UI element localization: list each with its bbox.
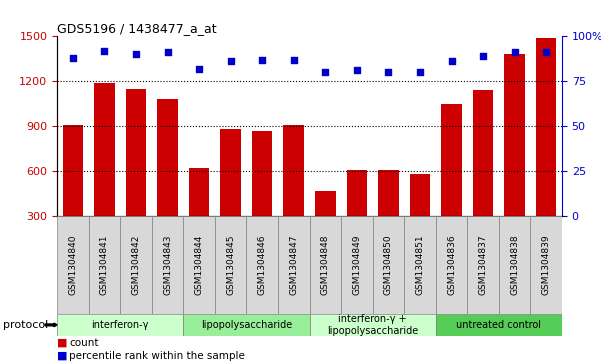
Bar (315, 191, 335, 216)
Text: count: count (69, 338, 99, 348)
Bar (252, 131, 272, 216)
Text: GSM1304838: GSM1304838 (510, 234, 519, 295)
Bar (157, 99, 178, 216)
Text: GSM1304843: GSM1304843 (163, 235, 172, 295)
Point (226, 58, 236, 64)
Bar (341, 216, 373, 314)
Point (320, 69, 330, 75)
Bar (378, 170, 398, 216)
Point (257, 57, 267, 62)
Point (131, 52, 141, 57)
Bar (310, 216, 341, 314)
Text: untreated control: untreated control (456, 320, 542, 330)
Point (415, 69, 425, 75)
Bar (151, 216, 183, 314)
Text: GSM1304846: GSM1304846 (258, 235, 267, 295)
Bar (126, 89, 146, 216)
Bar (94, 83, 115, 216)
Bar (436, 216, 468, 314)
Bar (441, 104, 462, 216)
Text: GDS5196 / 1438477_a_at: GDS5196 / 1438477_a_at (57, 22, 217, 35)
Bar (536, 38, 557, 216)
Bar (63, 125, 83, 216)
Point (194, 66, 204, 72)
Point (352, 68, 362, 73)
Bar (57, 216, 89, 314)
Text: GSM1304840: GSM1304840 (69, 235, 78, 295)
Text: ■: ■ (57, 338, 67, 348)
Point (383, 69, 393, 75)
Bar (278, 216, 310, 314)
Point (289, 57, 299, 62)
Text: percentile rank within the sample: percentile rank within the sample (69, 351, 245, 361)
Bar (183, 216, 215, 314)
Text: GSM1304839: GSM1304839 (542, 234, 551, 295)
Point (447, 58, 456, 64)
Text: GSM1304836: GSM1304836 (447, 234, 456, 295)
Point (163, 50, 172, 56)
Bar (120, 216, 151, 314)
Text: lipopolysaccharide: lipopolysaccharide (201, 320, 292, 330)
Bar (183, 314, 310, 336)
Bar (504, 54, 525, 216)
Text: GSM1304845: GSM1304845 (226, 235, 235, 295)
Bar (410, 174, 430, 216)
Text: GSM1304851: GSM1304851 (415, 234, 424, 295)
Text: GSM1304848: GSM1304848 (321, 235, 330, 295)
Bar (473, 90, 493, 216)
Bar (468, 216, 499, 314)
Bar (246, 216, 278, 314)
Bar (57, 314, 183, 336)
Point (478, 53, 488, 59)
Bar (373, 216, 404, 314)
Bar (284, 125, 304, 216)
Bar (310, 314, 436, 336)
Text: ■: ■ (57, 351, 67, 361)
Text: GSM1304837: GSM1304837 (478, 234, 487, 295)
Bar (531, 216, 562, 314)
Bar (436, 314, 562, 336)
Bar (404, 216, 436, 314)
Point (100, 48, 109, 54)
Point (510, 50, 519, 56)
Text: GSM1304849: GSM1304849 (352, 235, 361, 295)
Text: GSM1304842: GSM1304842 (132, 235, 141, 295)
Text: GSM1304847: GSM1304847 (289, 235, 298, 295)
Text: GSM1304850: GSM1304850 (384, 234, 393, 295)
Text: interferon-γ +
lipopolysaccharide: interferon-γ + lipopolysaccharide (327, 314, 418, 336)
Point (542, 50, 551, 56)
Bar (499, 216, 531, 314)
Bar (347, 170, 367, 216)
Bar (221, 129, 241, 216)
Bar (215, 216, 246, 314)
Text: GSM1304841: GSM1304841 (100, 235, 109, 295)
Text: interferon-γ: interferon-γ (91, 320, 149, 330)
Bar (89, 216, 120, 314)
Text: protocol: protocol (3, 320, 48, 330)
Bar (189, 168, 209, 216)
Point (68, 55, 78, 61)
Text: GSM1304844: GSM1304844 (195, 235, 204, 295)
